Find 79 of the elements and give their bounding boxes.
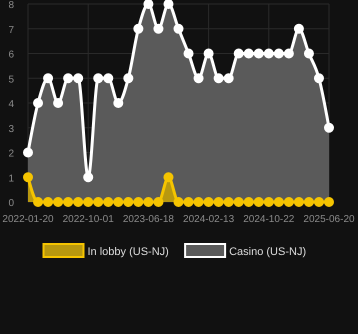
point	[174, 24, 184, 34]
point	[244, 48, 254, 58]
point	[153, 197, 164, 207]
point	[83, 172, 94, 182]
point	[23, 172, 33, 182]
y-tick-label: 6	[8, 50, 14, 60]
point	[304, 197, 314, 207]
point	[43, 73, 54, 84]
point	[123, 73, 134, 84]
point	[103, 73, 114, 84]
point	[324, 122, 334, 133]
point	[113, 197, 124, 207]
y-tick-label: 5	[8, 74, 14, 86]
x-tick-label: 2024-02-13	[183, 214, 235, 225]
point	[93, 197, 104, 207]
point	[23, 148, 33, 158]
point	[224, 197, 234, 207]
point	[184, 48, 194, 58]
point	[274, 48, 284, 58]
x-tick-label: 2022-10-01	[62, 214, 114, 225]
point	[324, 197, 334, 207]
point	[133, 24, 144, 34]
x-tick-label: 2024-10-22	[243, 214, 295, 225]
y-tick-label: 0	[8, 198, 14, 209]
point	[153, 24, 164, 34]
y-tick-label: 2	[8, 148, 14, 160]
point	[214, 73, 224, 84]
point	[294, 24, 304, 34]
point	[73, 197, 84, 207]
point	[33, 197, 44, 207]
point	[304, 48, 314, 58]
point	[103, 197, 114, 207]
y-tick-label: 1	[8, 173, 14, 184]
point	[83, 197, 94, 207]
y-tick-label: 4	[8, 99, 14, 110]
point	[234, 48, 244, 58]
point	[133, 197, 144, 207]
point	[204, 197, 214, 207]
point	[43, 197, 54, 207]
legend-label: In lobby (US-NJ)	[88, 246, 169, 258]
point	[254, 48, 264, 58]
point	[113, 98, 124, 108]
point	[163, 0, 174, 9]
point	[73, 73, 84, 84]
point	[163, 172, 174, 182]
point	[294, 197, 304, 207]
point	[194, 73, 204, 84]
point	[174, 197, 184, 207]
x-tick-label: 2025-06-20	[303, 214, 356, 225]
point	[274, 197, 284, 207]
point	[143, 0, 154, 9]
point	[234, 197, 244, 207]
point	[123, 197, 134, 207]
point	[143, 197, 154, 207]
point	[63, 197, 74, 207]
y-tick-label: 3	[8, 124, 14, 135]
point	[254, 197, 264, 207]
y-tick-label: 8	[8, 0, 14, 11]
point	[244, 197, 254, 207]
point	[314, 73, 324, 84]
point	[93, 73, 104, 84]
point	[284, 197, 294, 207]
point	[214, 197, 224, 207]
point	[184, 197, 194, 207]
point	[53, 98, 64, 108]
x-tick-label: 2023-06-18	[122, 214, 174, 225]
y-tick-label: 7	[8, 24, 14, 36]
point	[314, 197, 324, 207]
point	[33, 98, 44, 108]
point	[53, 197, 64, 207]
point	[264, 197, 274, 207]
point	[194, 197, 204, 207]
point	[224, 73, 234, 84]
x-tick-label: 2022-01-20	[2, 214, 54, 225]
legend-label: Casino (US-NJ)	[229, 246, 306, 258]
point	[264, 48, 274, 58]
point	[63, 73, 74, 84]
point	[204, 48, 214, 58]
point	[284, 48, 294, 58]
